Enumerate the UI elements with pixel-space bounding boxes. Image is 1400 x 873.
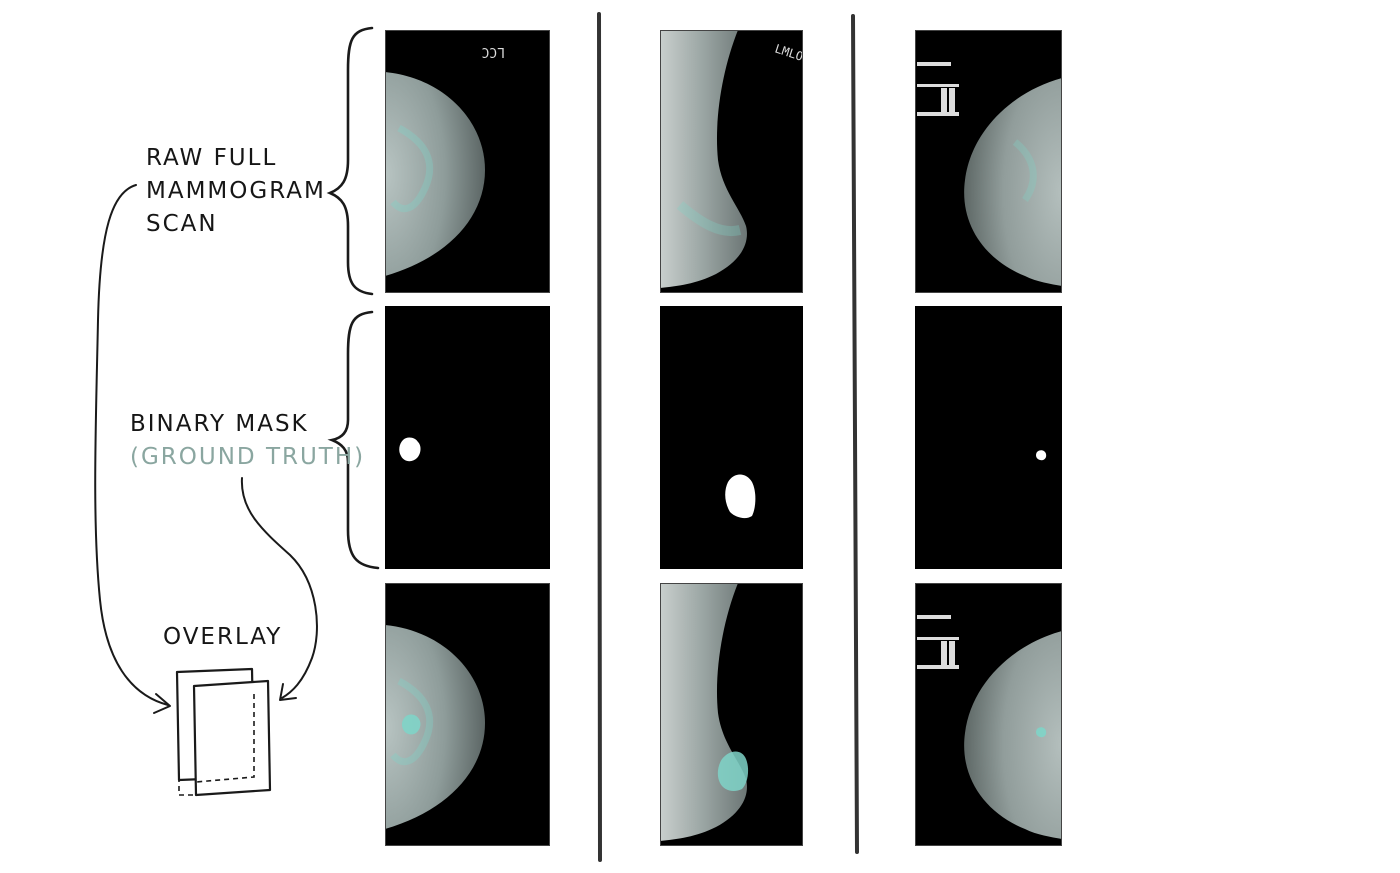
raw-label-line-1: RAW FULL <box>146 145 278 171</box>
overlay-image-1 <box>385 583 550 846</box>
mask-arrowhead <box>279 683 297 701</box>
raw-label-line-3: SCAN <box>146 211 218 237</box>
column-separator-2 <box>851 14 859 854</box>
raw-scan-image-3 <box>915 30 1062 293</box>
raw-scan-image-2: LMLO <box>660 30 803 293</box>
film-marker <box>917 62 959 116</box>
mask-to-overlay-arrow <box>240 477 318 699</box>
mask-label-title: BINARY MASK <box>130 411 309 437</box>
overlay-image-2 <box>660 583 803 846</box>
film-marker-overlay <box>917 615 959 669</box>
raw-to-overlay-arrow <box>94 184 169 706</box>
binary-mask-image-3 <box>915 306 1062 569</box>
raw-row-brace <box>326 26 374 296</box>
column-separator-1 <box>597 12 602 862</box>
raw-label-line-2: MAMMOGRAM <box>146 178 326 204</box>
overlay-label: OVERLAY <box>163 624 283 650</box>
overlay-image-3 <box>915 583 1062 846</box>
overlay-icon <box>175 667 272 797</box>
mask-label-subtitle: (GROUND TRUTH) <box>130 444 366 470</box>
raw-scan-image-1: LCC <box>385 30 550 293</box>
binary-mask-label: BINARY MASK (GROUND TRUTH) <box>130 408 365 474</box>
raw-scan-label: RAW FULL MAMMOGRAM SCAN <box>146 142 326 241</box>
binary-mask-image-2 <box>660 306 803 569</box>
binary-mask-image-1 <box>385 306 550 569</box>
view-tag-lcc: LCC <box>482 44 505 59</box>
mask-row-brace <box>327 310 380 570</box>
raw-arrowhead <box>153 693 171 714</box>
